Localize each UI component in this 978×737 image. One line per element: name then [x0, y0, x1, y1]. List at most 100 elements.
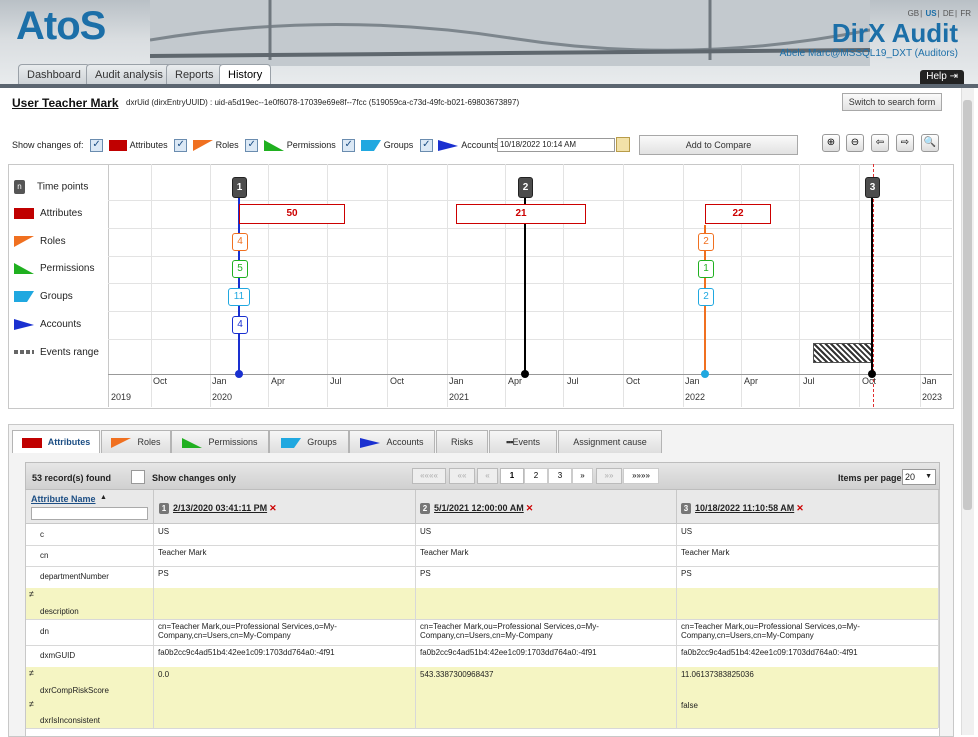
- attribute-change-count[interactable]: 50: [239, 204, 345, 224]
- attributes-checkbox[interactable]: [90, 139, 104, 152]
- table-row: ≠ dxrCompRiskScore 0.0 543.3387300968437 11.…: [26, 667, 939, 699]
- attribute-value-cell: PS: [154, 566, 416, 588]
- permissions-checkbox[interactable]: [245, 139, 259, 152]
- table-row: c US US US: [26, 524, 939, 546]
- tab-risks[interactable]: Risks: [436, 430, 488, 453]
- events-range-bar[interactable]: [813, 343, 873, 363]
- time-point-2[interactable]: 2: [518, 177, 533, 198]
- page-title: User Teacher Mark: [12, 96, 119, 110]
- attribute-change-count[interactable]: 22: [705, 204, 771, 224]
- remove-column-icon[interactable]: ✕: [796, 503, 804, 513]
- lang-us[interactable]: US: [925, 9, 937, 18]
- tab-permissions[interactable]: Permissions: [171, 430, 269, 453]
- time-point-1[interactable]: 1: [232, 177, 247, 198]
- help-button[interactable]: Help ⇥: [920, 70, 964, 84]
- tl-row-roles: Roles: [14, 236, 66, 247]
- switch-to-search-button[interactable]: Switch to search form: [842, 93, 942, 111]
- tab-label: Events: [512, 437, 541, 447]
- zoom-out-icon[interactable]: ⊖: [846, 134, 864, 152]
- tl-row-time-points: n Time points: [14, 180, 88, 194]
- attr-name-header[interactable]: Attribute Name ▲: [26, 490, 154, 524]
- tl-row-label: Roles: [40, 236, 66, 248]
- column-3-date[interactable]: 3 10/18/2022 11:10:58 AM ✕: [681, 503, 804, 514]
- items-per-page-select[interactable]: 20 ▼: [902, 469, 936, 485]
- permissions-icon: [182, 437, 203, 448]
- nav-tab-reports[interactable]: Reports: [166, 64, 223, 85]
- changed-marker-icon: ≠: [29, 699, 34, 709]
- date-input[interactable]: 10/18/2022 10:14 AM: [497, 138, 615, 152]
- arrow-left-icon[interactable]: ⇦: [871, 134, 889, 152]
- attribute-name-cell: ≠ dxrCompRiskScore: [26, 667, 154, 698]
- next-page-button[interactable]: »: [572, 468, 593, 484]
- permissions-icon: [14, 263, 34, 274]
- attribute-name-cell: c: [26, 524, 154, 545]
- page-3-button[interactable]: 3: [548, 468, 572, 484]
- tab-roles[interactable]: Roles: [101, 430, 171, 453]
- attribute-value: PS: [158, 569, 169, 578]
- accounts-change-count[interactable]: 4: [232, 316, 248, 334]
- page-1-button[interactable]: 1: [500, 468, 524, 484]
- permissions-change-count[interactable]: 5: [232, 260, 248, 278]
- groups-change-count[interactable]: 11: [228, 288, 250, 306]
- zoom-fit-icon[interactable]: 🔍: [921, 134, 939, 152]
- tl-row-label: Groups: [40, 291, 73, 303]
- accounts-checkbox[interactable]: [419, 139, 433, 152]
- roles-change-count[interactable]: 2: [698, 233, 714, 251]
- groups-change-count[interactable]: 2: [698, 288, 714, 306]
- remove-column-icon[interactable]: ✕: [269, 503, 277, 513]
- lang-de[interactable]: DE: [942, 9, 955, 18]
- time-point-column-header[interactable]: [154, 490, 416, 524]
- nav-tab-history[interactable]: History: [219, 64, 272, 85]
- remove-column-icon[interactable]: ✕: [525, 503, 534, 513]
- tab-groups[interactable]: Groups: [269, 430, 349, 453]
- calendar-icon[interactable]: [616, 137, 630, 152]
- scrollbar-thumb[interactable]: [963, 100, 972, 510]
- chevron-down-icon: ▼: [925, 473, 932, 480]
- groups-checkbox[interactable]: [342, 139, 356, 152]
- month-tick: Apr: [271, 376, 286, 386]
- attribute-value-cell: fa0b2cc9c4ad51b4:42ee1c09:1703dd764a0:-4…: [154, 645, 416, 667]
- page-2-button[interactable]: 2: [524, 468, 548, 484]
- attr-filter-input[interactable]: [31, 507, 148, 520]
- attribute-value-cell: cn=Teacher Mark,ou=Professional Services…: [154, 619, 416, 645]
- roles-icon: [14, 236, 34, 247]
- nav-tab-audit-analysis[interactable]: Audit analysis: [86, 64, 172, 85]
- prev-block-button[interactable]: ««: [449, 468, 475, 484]
- column-1-date[interactable]: 1 2/13/2020 03:41:11 PM ✕: [159, 503, 277, 514]
- attr-name-header-label: Attribute Name: [31, 494, 96, 504]
- first-page-button[interactable]: ««««: [412, 468, 446, 484]
- month-tick: Oct: [626, 376, 641, 386]
- help-label: Help: [926, 71, 947, 82]
- records-count: 53 record(s) found: [32, 473, 112, 483]
- history-timeline[interactable]: [8, 164, 954, 409]
- sort-asc-icon: ▲: [100, 494, 107, 501]
- permissions-change-count[interactable]: 1: [698, 260, 714, 278]
- arrow-right-icon[interactable]: ⇨: [896, 134, 914, 152]
- nav-tab-dashboard[interactable]: Dashboard: [18, 64, 90, 85]
- tab-events[interactable]: ▪▪▪Events: [489, 430, 557, 453]
- attribute-name: dxrIsInconsistent: [40, 716, 101, 725]
- zoom-in-icon[interactable]: ⊕: [822, 134, 840, 152]
- attribute-value-cell: 543.3387300968437: [416, 667, 677, 698]
- groups-icon: [281, 437, 302, 448]
- next-block-button[interactable]: »»: [596, 468, 622, 484]
- last-page-button[interactable]: »»»»: [623, 468, 659, 484]
- roles-change-count[interactable]: 4: [232, 233, 248, 251]
- roles-checkbox[interactable]: [174, 139, 188, 152]
- prev-page-button[interactable]: «: [477, 468, 498, 484]
- time-point-column-header[interactable]: [677, 490, 939, 524]
- accounts-filter-label: Accounts: [461, 139, 499, 150]
- attribute-change-count[interactable]: 21: [456, 204, 586, 224]
- changed-marker-icon: ≠: [29, 589, 34, 599]
- column-2-date[interactable]: 2 5/1/2021 12:00:00 AM ✕: [420, 503, 533, 514]
- time-point-column-header[interactable]: [416, 490, 677, 524]
- lang-gb[interactable]: GB: [907, 9, 920, 18]
- tab-accounts[interactable]: Accounts: [349, 430, 435, 453]
- time-point-3[interactable]: 3: [865, 177, 880, 198]
- tab-assignment-cause[interactable]: Assignment cause: [558, 430, 662, 453]
- exit-icon: ⇥: [949, 71, 958, 82]
- tab-attributes[interactable]: Attributes: [12, 430, 100, 453]
- lang-fr[interactable]: FR: [960, 9, 971, 18]
- add-to-compare-button[interactable]: Add to Compare: [639, 135, 798, 155]
- show-changes-only-checkbox[interactable]: [131, 470, 145, 484]
